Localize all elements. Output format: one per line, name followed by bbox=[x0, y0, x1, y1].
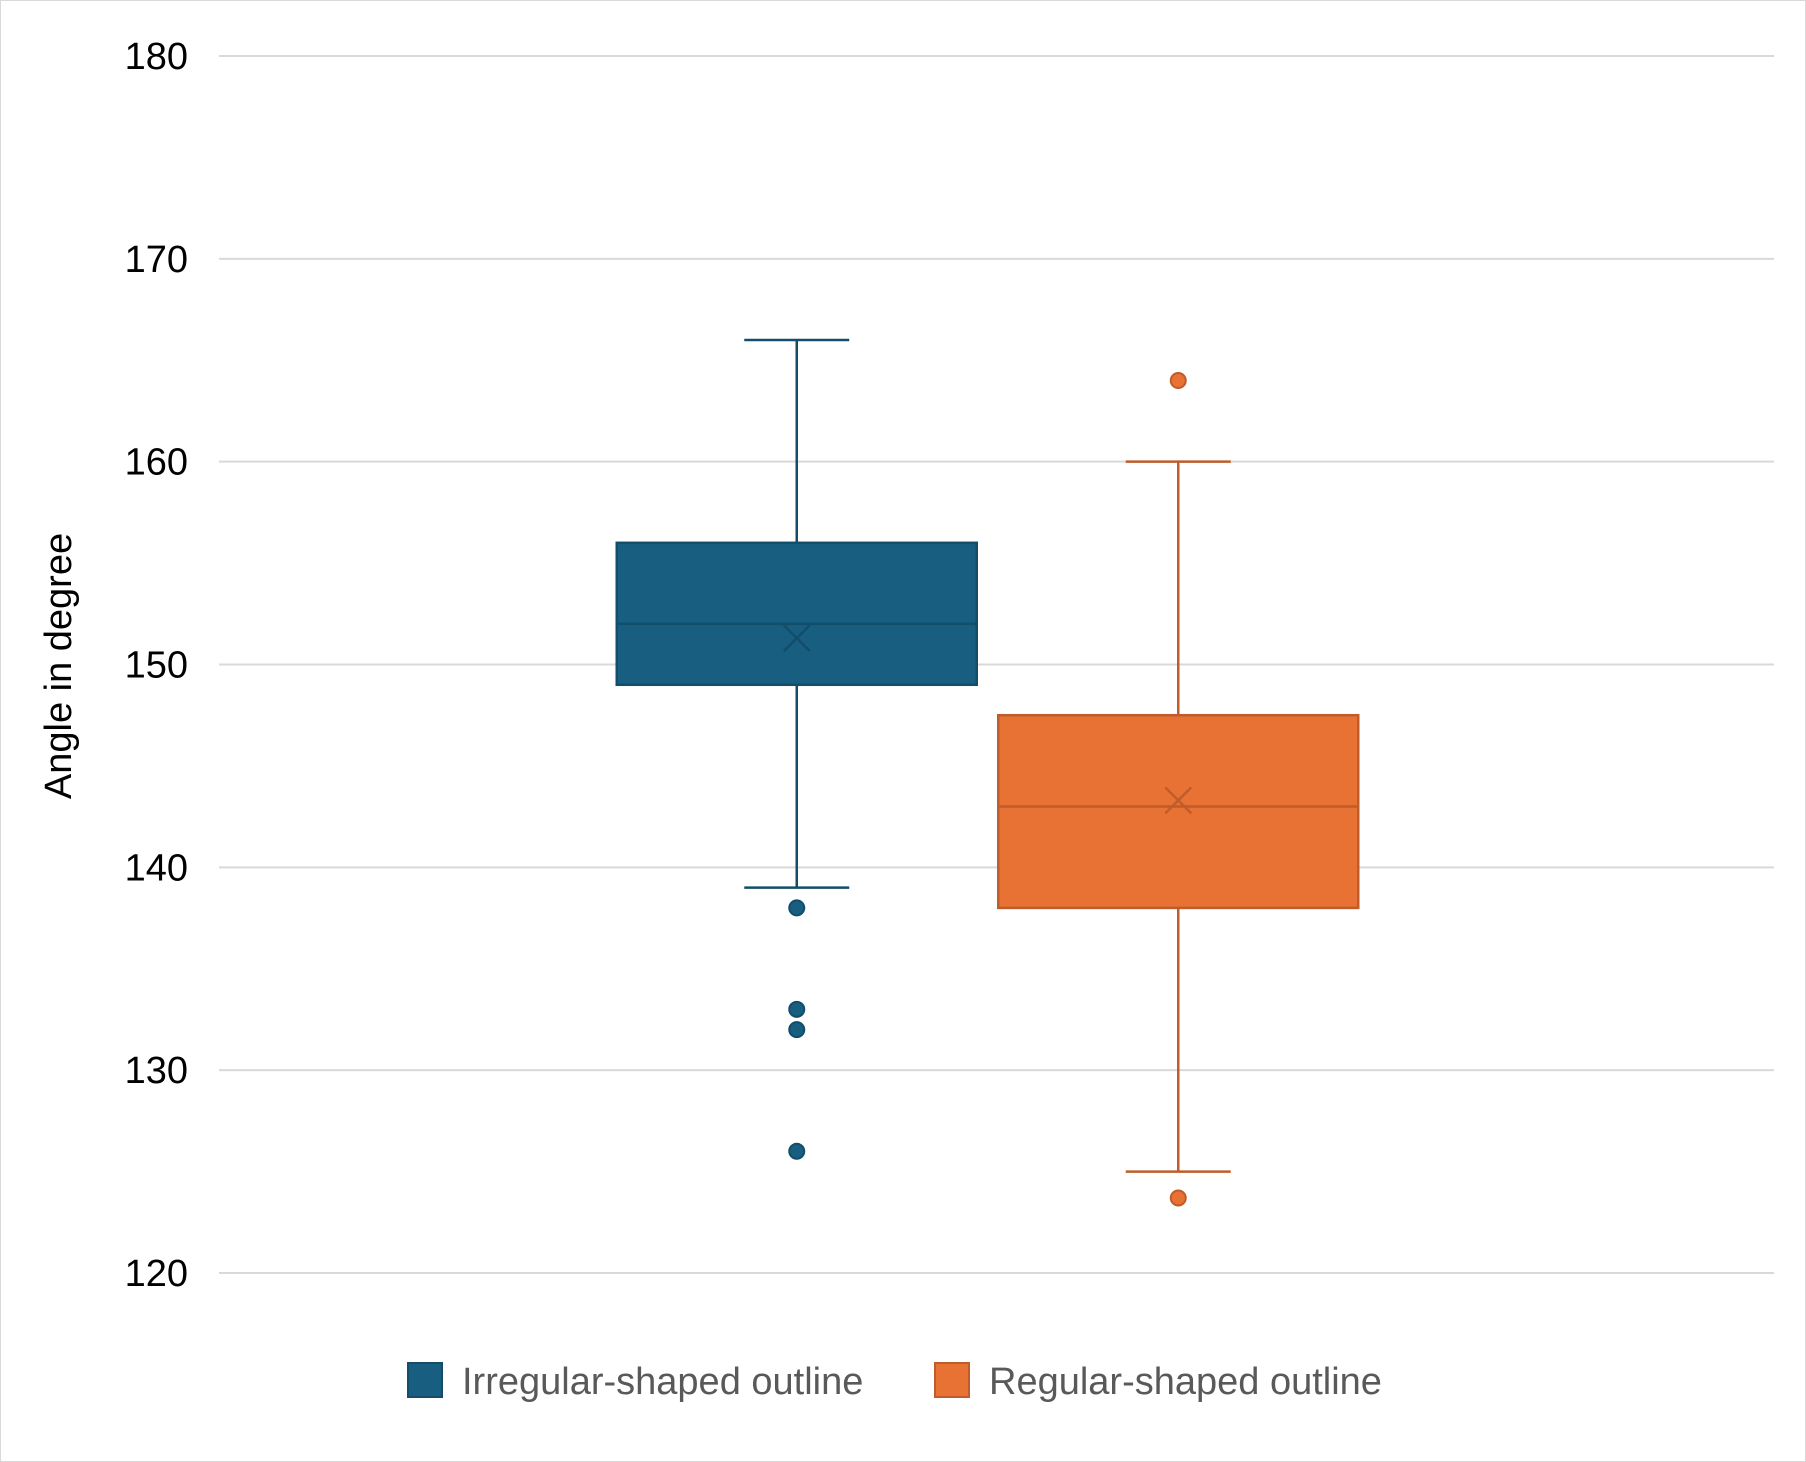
gridlines bbox=[219, 55, 1774, 1274]
mean-marker-stroke-b bbox=[782, 624, 811, 653]
outlier-point bbox=[788, 1000, 806, 1018]
outlier-point bbox=[1169, 372, 1187, 390]
y-axis-title: Angle in degree bbox=[38, 533, 80, 799]
legend-label: Regular-shaped outline bbox=[989, 1361, 1382, 1403]
y-tick-label-150: 150 bbox=[125, 645, 188, 687]
y-tick-label-140: 140 bbox=[125, 847, 188, 889]
box-iqr bbox=[615, 541, 978, 687]
y-tick-label-160: 160 bbox=[125, 442, 188, 484]
box-series bbox=[615, 338, 1360, 1207]
outlier-point bbox=[788, 1142, 806, 1160]
mean-marker-stroke-b bbox=[1164, 786, 1193, 815]
outlier-point bbox=[788, 1021, 806, 1039]
y-tick-label-130: 130 bbox=[125, 1050, 188, 1092]
y-tick-label-170: 170 bbox=[125, 239, 188, 281]
y-axis-tick-labels: 120 130 140 150 160 170 180 bbox=[125, 36, 188, 1295]
legend-swatch bbox=[407, 1362, 443, 1398]
box-group-2 bbox=[997, 372, 1360, 1207]
legend-item-1: Irregular-shaped outline bbox=[407, 1361, 863, 1403]
legend-label: Irregular-shaped outline bbox=[462, 1361, 863, 1403]
y-tick-label-120: 120 bbox=[125, 1253, 188, 1295]
legend-item-2: Regular-shaped outline bbox=[934, 1361, 1382, 1403]
legend: Irregular-shaped outline Regular-shaped o… bbox=[407, 1361, 1382, 1403]
y-tick-label-180: 180 bbox=[125, 36, 188, 78]
outlier-point bbox=[788, 899, 806, 917]
outlier-point bbox=[1169, 1189, 1187, 1207]
legend-swatch bbox=[934, 1362, 970, 1398]
box-group-1 bbox=[615, 338, 978, 1160]
box-iqr bbox=[997, 713, 1360, 910]
